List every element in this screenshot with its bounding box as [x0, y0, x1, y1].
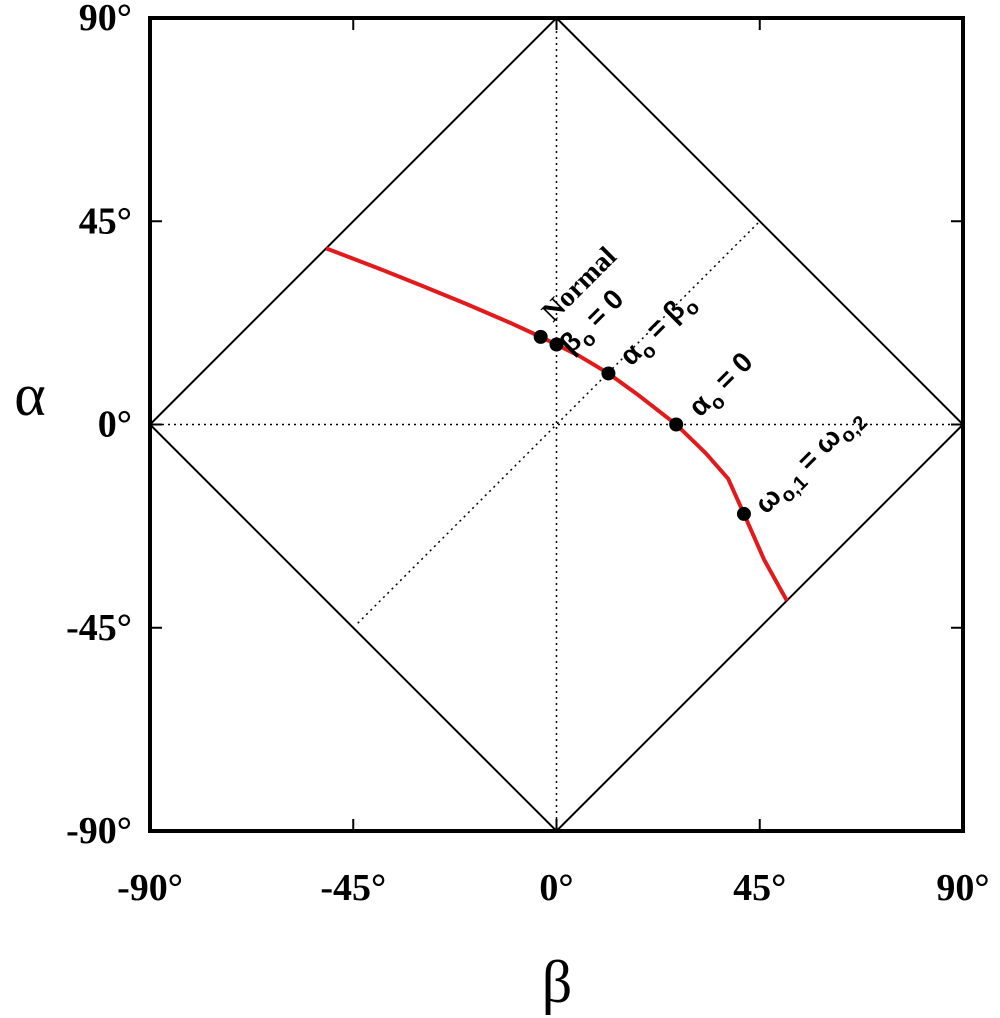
x-tick-label: 0° — [539, 867, 573, 909]
annotation-alpha-zero: αo = 0 — [682, 346, 763, 427]
reference-lines — [150, 18, 963, 831]
annotation-omega-equal: ωo,1 = ωo,2 — [748, 400, 872, 524]
data-point — [736, 506, 751, 521]
y-tick-label: 90° — [79, 0, 132, 39]
data-points — [533, 329, 751, 521]
x-axis-title: β — [542, 949, 573, 1015]
x-tick-label: 45° — [733, 867, 786, 909]
y-axis-title: α — [14, 362, 45, 428]
y-tick-label: -45° — [66, 607, 132, 649]
data-point — [549, 337, 564, 352]
tick-labels: -90° -45° 0° 45° 90° 90° 45° 0° -45° -90° — [66, 0, 989, 909]
y-tick-label: 0° — [98, 404, 132, 446]
x-tick-label: -45° — [320, 867, 386, 909]
data-point — [669, 417, 684, 432]
data-point — [601, 366, 616, 381]
series-curve — [325, 246, 789, 602]
y-tick-label: 45° — [79, 200, 132, 242]
reference-line-2 — [357, 220, 761, 624]
data-point — [533, 329, 548, 344]
ticks — [149, 17, 964, 832]
x-tick-label: 90° — [936, 867, 989, 909]
annotation-alpha-eq-beta: αo = βo — [613, 285, 704, 376]
x-tick-label: -90° — [117, 867, 183, 909]
y-tick-label: -90° — [66, 810, 132, 852]
